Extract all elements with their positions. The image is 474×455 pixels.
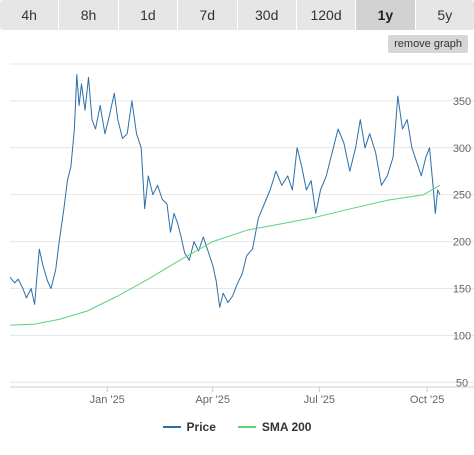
tab-1d[interactable]: 1d (118, 0, 178, 30)
sma-200-series-line (9, 184, 441, 326)
y-tick-label-50: 50 (456, 377, 468, 389)
tab-8h[interactable]: 8h (59, 0, 118, 30)
y-tick-label-150: 150 (453, 283, 471, 295)
x-tick-label-2: Jul '25 (304, 394, 335, 406)
legend-item-price[interactable]: Price (162, 420, 216, 434)
tab-5y[interactable]: 5y (415, 0, 474, 30)
legend-label-price: Price (186, 420, 216, 434)
remove-graph-button[interactable]: remove graph (388, 35, 468, 53)
time-range-tabs: 4h 8h 1d 7d 30d 120d 1y 5y (0, 0, 474, 30)
chart-legend: Price SMA 200 (0, 420, 474, 434)
tab-30d[interactable]: 30d (237, 0, 296, 30)
sma-line-swatch-icon (237, 426, 256, 428)
y-tick-label-250: 250 (453, 190, 471, 202)
tab-7d[interactable]: 7d (178, 0, 237, 30)
tab-120d[interactable]: 120d (296, 0, 356, 30)
x-tick-label-3: Oct '25 (410, 394, 445, 406)
legend-label-sma: SMA 200 (261, 420, 312, 434)
x-tick-label-0: Jan '25 (90, 394, 125, 406)
tab-4h[interactable]: 4h (0, 0, 59, 30)
y-tick-label-350: 350 (453, 96, 471, 108)
legend-item-sma[interactable]: SMA 200 (237, 420, 312, 434)
tab-1y[interactable]: 1y (356, 0, 415, 30)
y-tick-label-300: 300 (453, 143, 471, 155)
y-tick-label-200: 200 (453, 237, 471, 249)
y-tick-label-100: 100 (453, 330, 471, 342)
price-line-swatch-icon (162, 426, 181, 428)
x-tick-label-1: Apr '25 (195, 394, 230, 406)
price-series-line (9, 74, 441, 308)
